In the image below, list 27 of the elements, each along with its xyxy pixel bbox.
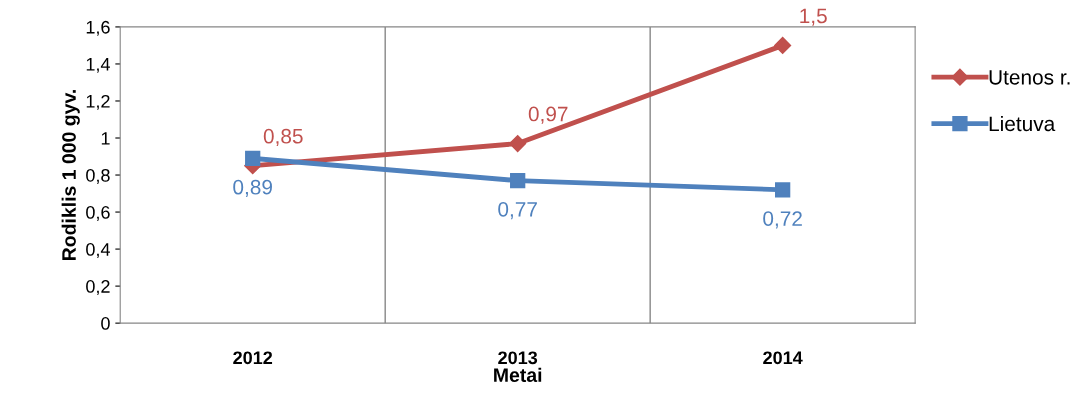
point bbox=[509, 135, 527, 153]
x-axis-title: Metai bbox=[494, 367, 542, 383]
point bbox=[245, 150, 261, 167]
data-label: 1,5 bbox=[800, 8, 827, 26]
y-tick-label: 1,2 bbox=[86, 94, 110, 110]
point bbox=[774, 36, 792, 54]
data-label: 0,72 bbox=[763, 211, 802, 229]
y-tick-label: 1 bbox=[101, 132, 110, 145]
point bbox=[775, 182, 791, 198]
data-label: 0,89 bbox=[233, 179, 272, 197]
data-label: 0,97 bbox=[528, 106, 568, 124]
y-tick-label: 0,4 bbox=[86, 243, 110, 258]
legend-label: Utenos r. bbox=[989, 70, 1070, 85]
y-tick-label: 0,8 bbox=[86, 168, 110, 184]
y-axis-title: Rodiklis 1 000 gyv. bbox=[61, 90, 80, 261]
y-tick-label: 1,6 bbox=[86, 20, 110, 36]
y-tick-label: 0,6 bbox=[86, 205, 110, 221]
data-label: 0,77 bbox=[498, 201, 537, 220]
y-tick-label: 1,4 bbox=[86, 58, 110, 73]
legend-label: Lietuva bbox=[989, 115, 1056, 132]
y-tick-label: 0,2 bbox=[86, 280, 110, 295]
x-tick-label: 2013 bbox=[498, 351, 538, 365]
y-tick-label: 0 bbox=[101, 317, 110, 330]
x-tick-label: 2012 bbox=[233, 351, 273, 365]
data-label: 0,85 bbox=[263, 128, 303, 147]
point bbox=[510, 172, 526, 189]
x-tick-label: 2014 bbox=[763, 351, 803, 365]
